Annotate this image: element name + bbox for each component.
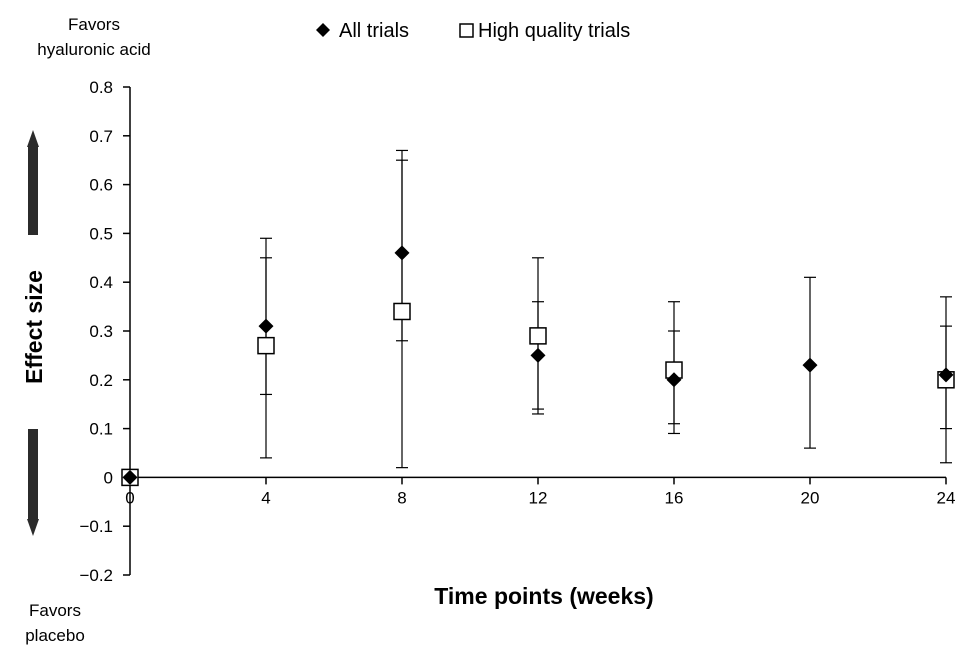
y-tick-label: −0.2 bbox=[79, 566, 113, 585]
data-point-high-quality bbox=[393, 302, 411, 321]
data-point-all-trials bbox=[666, 372, 682, 388]
legend-square-marker bbox=[459, 23, 474, 38]
x-tick-label: 4 bbox=[261, 488, 270, 507]
arrow-up-icon bbox=[27, 130, 39, 235]
y-tick-label: 0.3 bbox=[89, 322, 113, 341]
y-tick-label: 0.1 bbox=[89, 420, 113, 439]
annotation-bottom-line1: Favors bbox=[29, 601, 81, 620]
legend-diamond-marker bbox=[316, 23, 330, 37]
y-axis-title: Effect size bbox=[21, 270, 47, 384]
y-tick-label: 0.5 bbox=[89, 224, 113, 243]
ticks: −0.2 −0.1 0 0.1 0.2 0.3 0.4 0.5 0.6 0.7 0.8 0 4 8 12 16… bbox=[79, 78, 955, 585]
x-tick-label: 20 bbox=[801, 488, 820, 507]
y-tick-label: 0.6 bbox=[89, 176, 113, 195]
arrow-down-icon bbox=[27, 429, 39, 536]
y-tick-label: 0.2 bbox=[89, 371, 113, 390]
annotation-top-line1: Favors bbox=[68, 15, 120, 34]
x-tick-label: 24 bbox=[937, 488, 956, 507]
legend-label-all-trials: All trials bbox=[339, 20, 409, 42]
data-point-all-trials bbox=[122, 469, 138, 485]
data-point-all-trials bbox=[802, 357, 818, 373]
y-tick-label: 0.7 bbox=[89, 127, 113, 146]
annotation-bottom-line2: placebo bbox=[25, 626, 85, 645]
markers bbox=[121, 245, 955, 487]
data-point-all-trials bbox=[530, 347, 546, 363]
data-point-all-trials bbox=[394, 245, 410, 261]
x-tick-label: 16 bbox=[665, 488, 684, 507]
y-tick-label: −0.1 bbox=[79, 517, 113, 536]
annotation-top-line2: hyaluronic acid bbox=[37, 40, 150, 59]
legend: All trials High quality trials bbox=[316, 20, 630, 42]
legend-label-high-quality: High quality trials bbox=[478, 20, 630, 42]
data-point-high-quality bbox=[529, 327, 547, 345]
x-axis-title: Time points (weeks) bbox=[434, 583, 653, 609]
error-bars bbox=[260, 149, 952, 469]
data-point-all-trials bbox=[258, 318, 274, 334]
y-tick-label: 0 bbox=[104, 468, 113, 487]
x-tick-label: 12 bbox=[529, 488, 548, 507]
y-tick-label: 0.8 bbox=[89, 78, 113, 97]
y-tick-label: 0.4 bbox=[89, 273, 113, 292]
x-tick-label: 0 bbox=[125, 488, 134, 507]
x-tick-label: 8 bbox=[397, 488, 406, 507]
data-point-all-trials bbox=[938, 367, 954, 383]
data-point-high-quality bbox=[257, 336, 275, 355]
